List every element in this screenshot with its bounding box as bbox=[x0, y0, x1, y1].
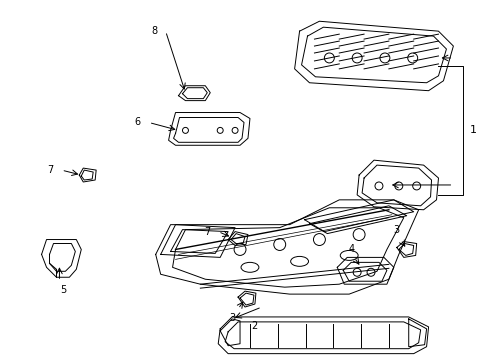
Polygon shape bbox=[79, 168, 96, 182]
Text: 2: 2 bbox=[252, 321, 258, 331]
Polygon shape bbox=[294, 21, 453, 91]
Text: 4: 4 bbox=[348, 244, 354, 255]
Text: 7: 7 bbox=[204, 226, 210, 237]
Text: 5: 5 bbox=[60, 285, 67, 295]
Polygon shape bbox=[238, 291, 256, 307]
Polygon shape bbox=[178, 86, 210, 100]
Text: 1: 1 bbox=[470, 125, 477, 135]
Polygon shape bbox=[337, 257, 394, 284]
Polygon shape bbox=[169, 113, 250, 145]
Polygon shape bbox=[305, 200, 414, 231]
Polygon shape bbox=[357, 160, 439, 210]
Text: 3: 3 bbox=[229, 313, 235, 323]
Polygon shape bbox=[161, 225, 235, 257]
Polygon shape bbox=[228, 231, 248, 246]
Polygon shape bbox=[156, 200, 418, 294]
Text: 7: 7 bbox=[47, 165, 53, 175]
Polygon shape bbox=[218, 317, 429, 354]
Text: 6: 6 bbox=[135, 117, 141, 127]
Polygon shape bbox=[42, 239, 81, 277]
Polygon shape bbox=[397, 242, 416, 257]
Text: 3: 3 bbox=[394, 225, 400, 235]
Text: 8: 8 bbox=[151, 26, 158, 36]
